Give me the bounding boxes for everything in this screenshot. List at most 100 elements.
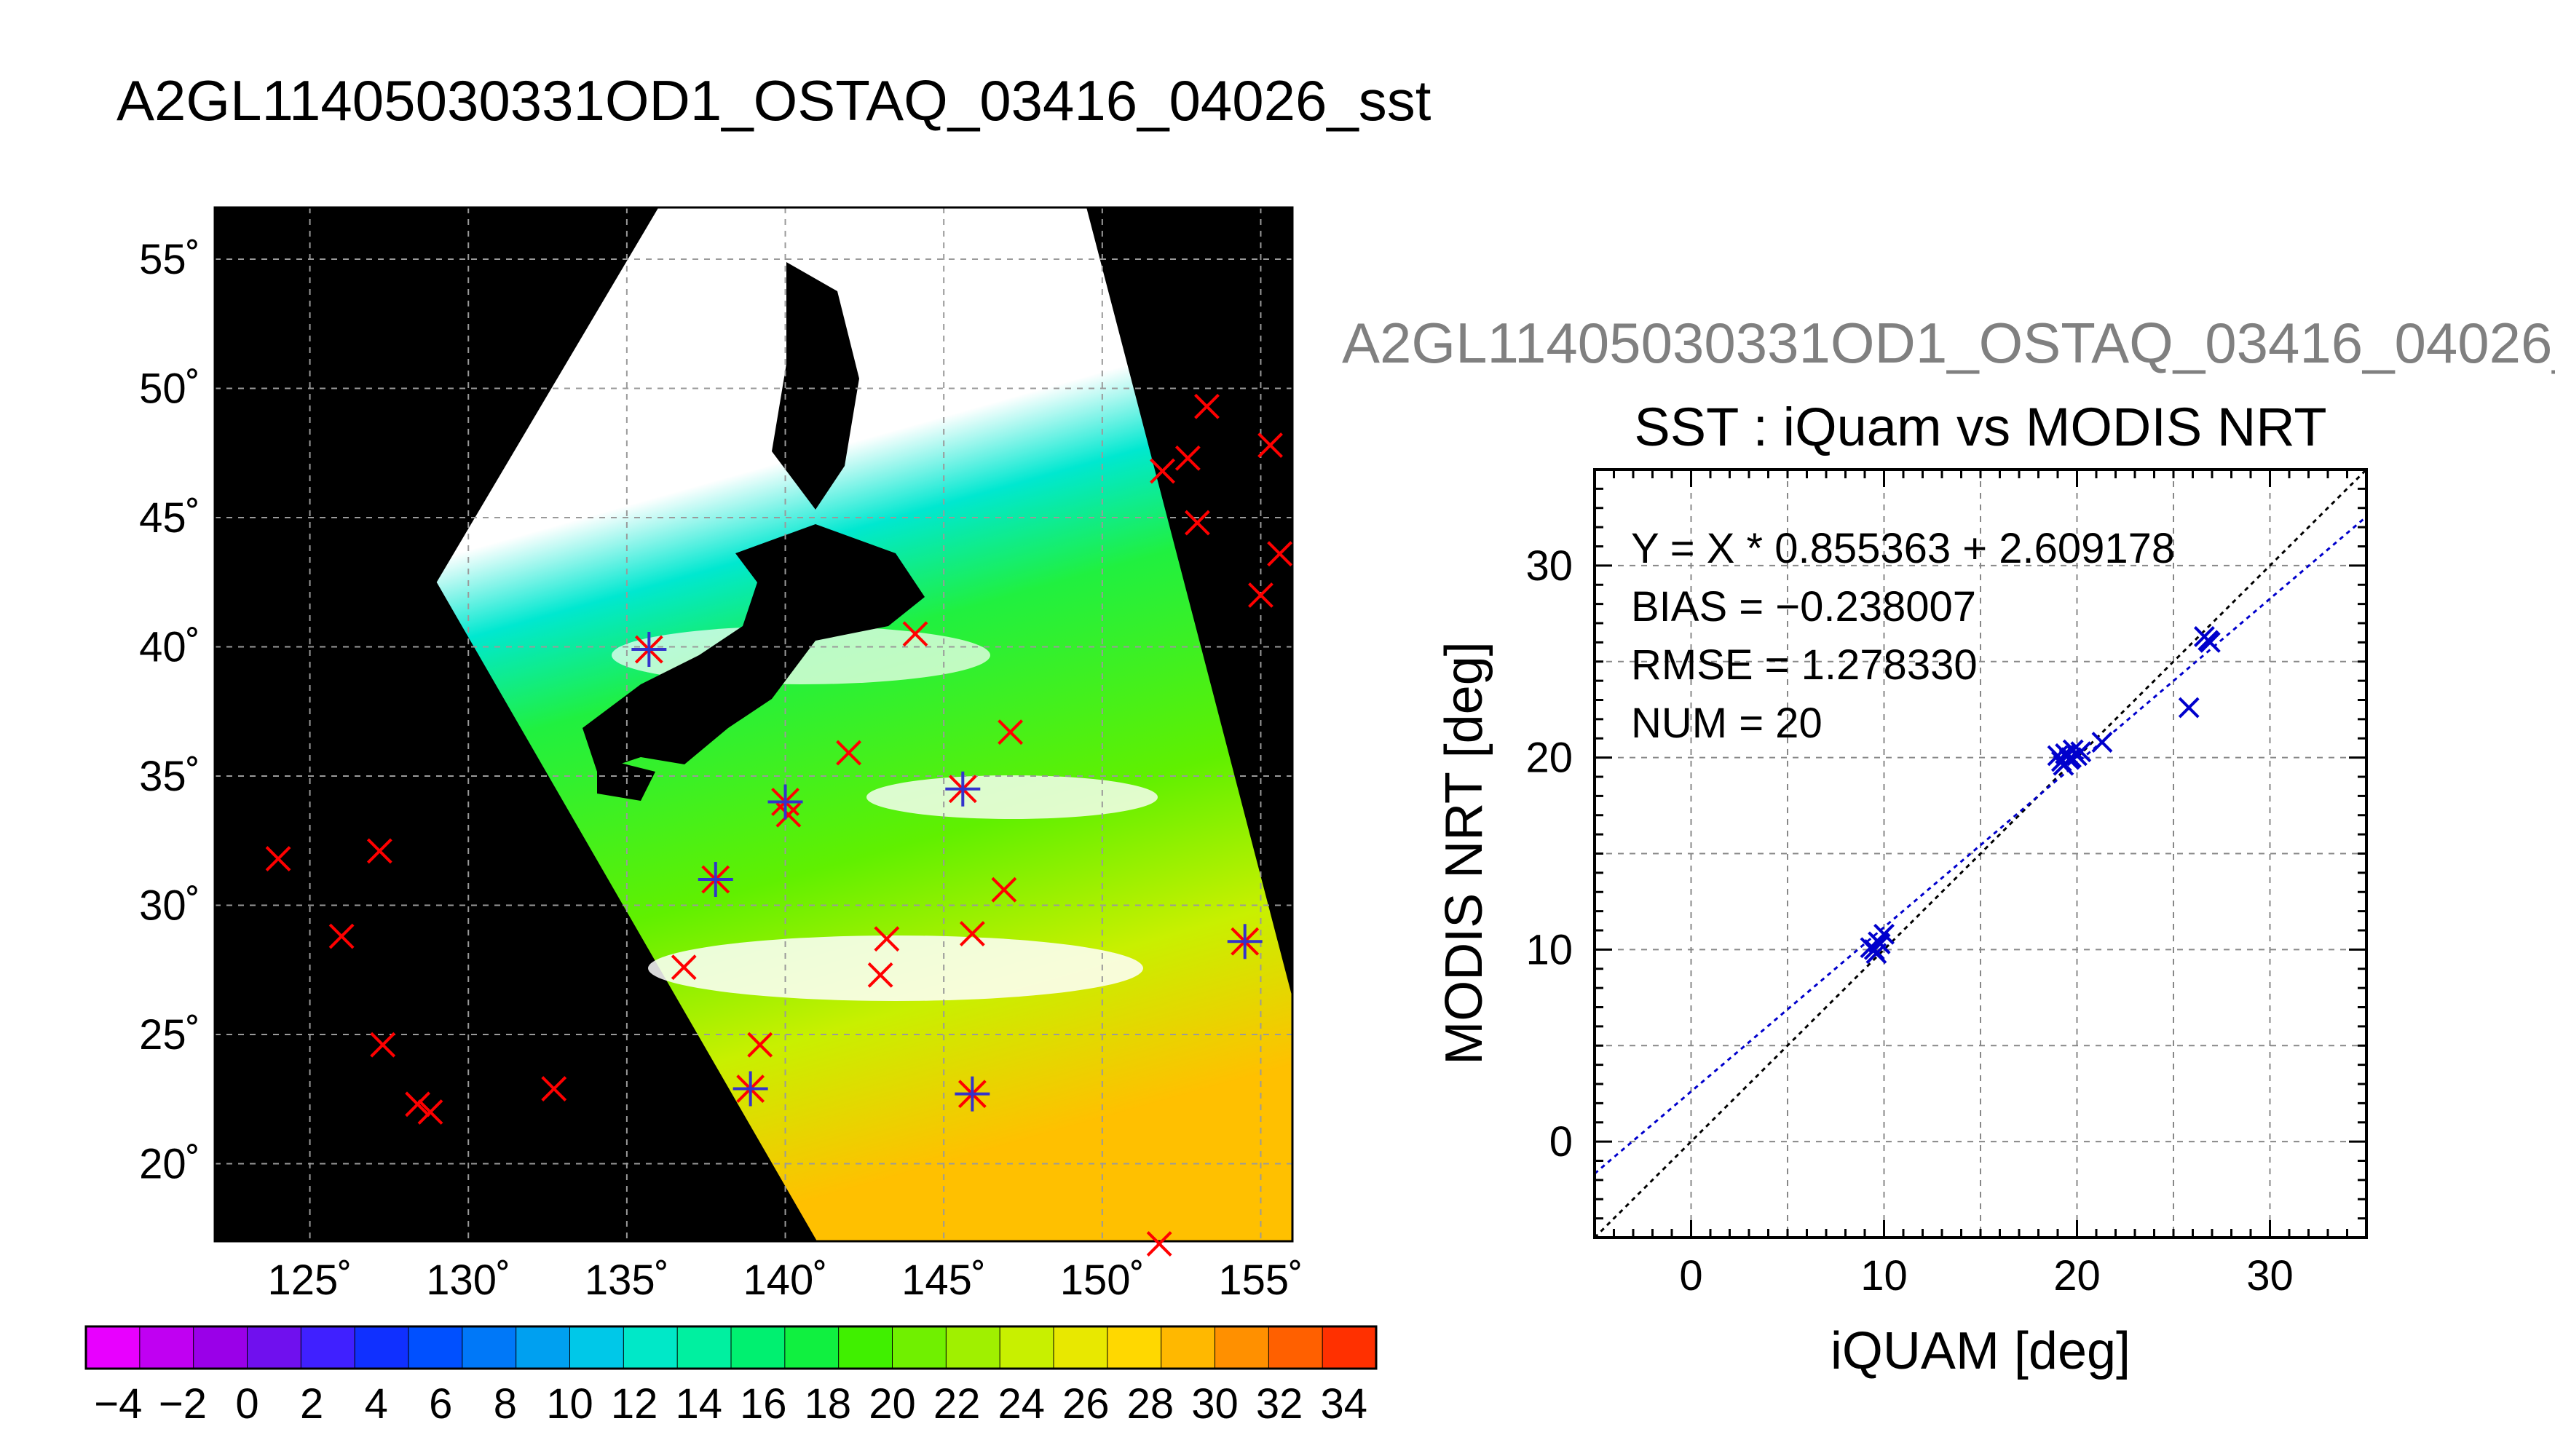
longitude-tick-label: 125˚	[268, 1257, 352, 1304]
colorbar-tick-label: 12	[611, 1380, 658, 1428]
fit-statistic-line: Y = X * 0.855363 + 2.609178	[1631, 525, 2175, 572]
latitude-tick-labels: 55˚ 50˚ 45˚ 40˚ 35˚ 30˚ 25˚ 20˚	[139, 236, 200, 1188]
map-title: A2GL11405030331OD1_OSTAQ_03416_04026_sst	[117, 68, 1431, 132]
latitude-tick-label: 35˚	[139, 753, 200, 800]
buoy-marker	[1150, 458, 1175, 484]
colorbar-tick-label: 26	[1062, 1380, 1110, 1428]
colorbar-segment	[1215, 1326, 1270, 1369]
scatter-point	[2061, 747, 2082, 769]
colorbar-tick-label: 28	[1127, 1380, 1174, 1428]
colorbar-tick-label: 8	[494, 1380, 517, 1428]
matched-buoy-marker	[955, 1076, 990, 1112]
x-tick-labels: 0 10 20 30	[1679, 1252, 2293, 1299]
scatter-point	[2199, 631, 2221, 653]
scatter-gridlines	[1593, 468, 2368, 1239]
colorbar-segment	[193, 1326, 248, 1369]
latitude-tick-label: 40˚	[139, 624, 200, 671]
longitude-tick-label: 155˚	[1218, 1257, 1303, 1304]
longitude-tick-label: 150˚	[1060, 1257, 1145, 1304]
scatter-point	[2091, 732, 2113, 753]
buoy-marker	[1267, 541, 1293, 567]
fit-line	[1595, 515, 2366, 1175]
colorbar-tick-label: 2	[300, 1380, 323, 1428]
matched-buoy-marker	[945, 771, 981, 807]
x-tick-label: 30	[2246, 1252, 2294, 1299]
colorbar-tick-label: 0	[235, 1380, 258, 1428]
fit-statistics: Y = X * 0.855363 + 2.609178 BIAS = −0.238…	[1631, 525, 2175, 747]
matched-buoy-marker	[767, 784, 803, 820]
fit-statistic-line: BIAS = −0.238007	[1631, 583, 1976, 630]
colorbar-tick-label: −2	[159, 1380, 207, 1428]
colorbar-segment	[676, 1326, 732, 1369]
x-tick-label: 20	[2053, 1252, 2101, 1299]
buoy-marker	[366, 838, 392, 864]
colorbar-tick-label: 22	[933, 1380, 981, 1428]
colorbar-segment	[139, 1326, 194, 1369]
colorbar-segment	[892, 1326, 947, 1369]
buoy-markers	[265, 393, 1293, 1257]
colorbar-segment	[784, 1326, 840, 1369]
map-panel: 125˚ 130˚ 135˚ 140˚ 145˚ 150˚ 155˚ 55˚ 50˚ 45˚ 40…	[139, 206, 1303, 1304]
buoy-marker	[370, 1032, 396, 1058]
identity-line	[1595, 470, 2366, 1238]
colorbar-tick-label: 24	[998, 1380, 1045, 1428]
buoy-marker	[1248, 582, 1273, 608]
y-tick-label: 10	[1525, 926, 1573, 973]
y-tick-label: 0	[1549, 1118, 1573, 1166]
longitude-tick-label: 140˚	[743, 1257, 827, 1304]
colorbar-segment	[1107, 1326, 1162, 1369]
colorbar-segment	[945, 1326, 1001, 1369]
longitude-tick-label: 135˚	[585, 1257, 669, 1304]
colorbar-segment	[300, 1326, 356, 1369]
buoy-marker	[265, 846, 291, 872]
buoy-marker	[671, 954, 697, 981]
colorbar-segment	[408, 1326, 463, 1369]
colorbar-segment	[354, 1326, 409, 1369]
matched-buoy-marker	[732, 1071, 768, 1107]
y-tick-label: 30	[1525, 542, 1573, 590]
colorbar-tick-label: 32	[1256, 1380, 1303, 1428]
matched-buoy-marker	[631, 632, 667, 668]
buoy-marker	[405, 1091, 431, 1117]
colorbar-segment	[85, 1326, 141, 1369]
colorbar-segment	[838, 1326, 893, 1369]
buoy-marker	[867, 962, 893, 988]
colorbar: −4 −2 0 2 4 6 8 10 12 14 16 18 20 22 24 26 28 30 32 34	[84, 1325, 1378, 1428]
colorbar-segment	[623, 1326, 679, 1369]
latitude-tick-label: 25˚	[139, 1011, 200, 1059]
matched-buoy-marker	[698, 862, 733, 897]
y-tick-labels: 0 10 20 30	[1525, 542, 1573, 1166]
map-gridlines	[215, 207, 1292, 1241]
x-axis-label: iQUAM [deg]	[1831, 1322, 2131, 1380]
latitude-tick-label: 45˚	[139, 494, 200, 542]
colorbar-tick-label: 18	[805, 1380, 852, 1428]
colorbar-segment	[1322, 1326, 1377, 1369]
buoy-marker	[1146, 1231, 1172, 1257]
buoy-marker	[1194, 393, 1220, 419]
fit-statistic-line: RMSE = 1.278330	[1631, 641, 1978, 689]
colorbar-segment	[999, 1326, 1054, 1369]
colorbar-tick-label: 20	[869, 1380, 916, 1428]
land-mask	[583, 262, 925, 801]
colorbar-segment	[730, 1326, 786, 1369]
colorbar-segment	[1161, 1326, 1216, 1369]
buoy-marker	[836, 740, 862, 766]
scatter-panel: 0 10 20 30 0 10 20 30 Y = X * 0.855363 + 2.609…	[1525, 468, 2368, 1299]
x-tick-label: 0	[1679, 1252, 1702, 1299]
buoy-marker	[991, 877, 1017, 903]
scatter-points	[1860, 626, 2221, 965]
colorbar-tick-label: 14	[675, 1380, 722, 1428]
fit-statistic-line: NUM = 20	[1631, 700, 1823, 747]
colorbar-segment	[516, 1326, 571, 1369]
colorbar-tick-label: 4	[365, 1380, 388, 1428]
latitude-tick-label: 50˚	[139, 365, 200, 413]
longitude-tick-labels: 125˚ 130˚ 135˚ 140˚ 145˚ 150˚ 155˚	[268, 1257, 1303, 1304]
colorbar-segment	[462, 1326, 517, 1369]
x-tick-label: 10	[1860, 1252, 1908, 1299]
scatter-title: SST : iQuam vs MODIS NRT	[1634, 397, 2326, 457]
matched-buoy-marker	[1227, 924, 1263, 960]
colorbar-tick-label: 6	[429, 1380, 452, 1428]
colorbar-segment	[1268, 1326, 1324, 1369]
buoy-marker	[874, 926, 900, 952]
